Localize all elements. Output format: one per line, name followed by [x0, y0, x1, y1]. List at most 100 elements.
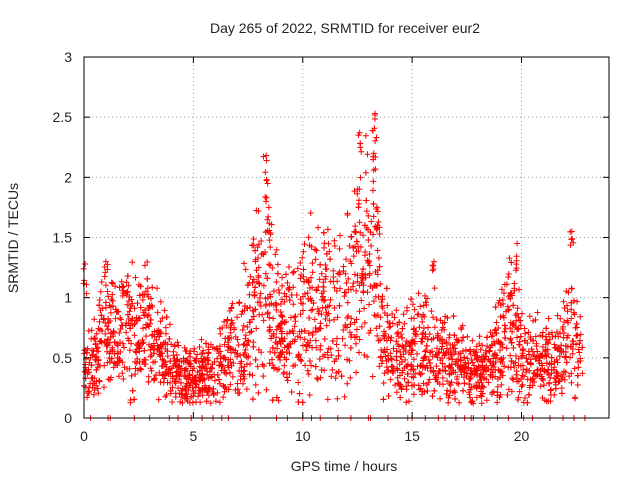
data-point [422, 333, 429, 340]
data-point [467, 394, 474, 401]
data-point [212, 398, 219, 405]
data-point [354, 272, 361, 279]
data-point [297, 275, 304, 282]
data-point [161, 375, 168, 382]
data-point [479, 390, 486, 397]
data-point [469, 337, 476, 344]
data-point [340, 267, 347, 274]
data-point [335, 347, 342, 354]
data-point [370, 156, 377, 163]
data-point [513, 257, 520, 264]
data-point [569, 338, 576, 345]
data-point [286, 263, 293, 270]
data-point [260, 373, 267, 380]
data-point [108, 355, 115, 362]
data-point [83, 349, 90, 356]
data-point [341, 393, 348, 400]
data-point [91, 386, 98, 393]
data-point [161, 307, 168, 314]
data-point [558, 342, 565, 349]
data-point [401, 320, 408, 327]
data-point [477, 346, 484, 353]
data-point [452, 395, 459, 402]
data-point [552, 379, 559, 386]
data-point [124, 301, 131, 308]
data-point [463, 373, 470, 380]
data-point [304, 343, 311, 350]
data-point [129, 387, 136, 394]
data-point [531, 352, 538, 359]
data-point [409, 301, 416, 308]
data-point [250, 236, 257, 243]
data-point [147, 365, 154, 372]
data-point [245, 337, 252, 344]
data-point [192, 357, 199, 364]
data-point [560, 298, 567, 305]
data-point [494, 399, 501, 406]
data-point [250, 313, 257, 320]
data-point [382, 330, 389, 337]
data-point [434, 345, 441, 352]
data-point [309, 332, 316, 339]
data-point [495, 325, 502, 332]
data-point [93, 345, 100, 352]
data-point [478, 393, 485, 400]
data-point [422, 299, 429, 306]
data-point [513, 368, 520, 375]
data-point [102, 304, 109, 311]
data-point [534, 309, 541, 316]
data-point [562, 353, 569, 360]
data-point [236, 367, 243, 374]
data-point [516, 338, 523, 345]
data-point [372, 269, 379, 276]
data-point [376, 323, 383, 330]
data-point [214, 389, 221, 396]
data-point [466, 381, 473, 388]
axis-ticks: 0 5 10 15 20 0 0.5 1 1.5 2 2.5 3 [53, 49, 609, 444]
data-point [530, 370, 537, 377]
data-point [399, 334, 406, 341]
data-point [243, 386, 250, 393]
data-point [274, 270, 281, 277]
data-point [309, 306, 316, 313]
data-point [444, 314, 451, 321]
data-point [501, 328, 508, 335]
data-point [178, 390, 185, 397]
data-point [467, 386, 474, 393]
data-point [557, 330, 564, 337]
data-point [481, 356, 488, 363]
data-point [253, 325, 260, 332]
data-point [362, 249, 369, 256]
data-point [577, 331, 584, 338]
data-point [132, 365, 139, 372]
data-point [88, 347, 95, 354]
data-point [276, 322, 283, 329]
data-point [317, 346, 324, 353]
data-point [127, 399, 134, 406]
data-point [275, 354, 282, 361]
data-point [542, 333, 549, 340]
data-point [141, 312, 148, 319]
data-point [124, 273, 131, 280]
data-point [128, 340, 135, 347]
data-point [544, 369, 551, 376]
data-point [262, 169, 269, 176]
data-point [386, 324, 393, 331]
data-point [160, 379, 167, 386]
data-point [387, 337, 394, 344]
data-point [460, 387, 467, 394]
data-point [420, 357, 427, 364]
data-point [111, 339, 118, 346]
data-point [483, 353, 490, 360]
data-point [126, 365, 133, 372]
data-point [274, 345, 281, 352]
data-point [126, 347, 133, 354]
data-point [377, 281, 384, 288]
data-point [300, 266, 307, 273]
data-point [134, 300, 141, 307]
data-point [110, 329, 117, 336]
data-point [174, 339, 181, 346]
data-point [503, 345, 510, 352]
data-point [394, 365, 401, 372]
